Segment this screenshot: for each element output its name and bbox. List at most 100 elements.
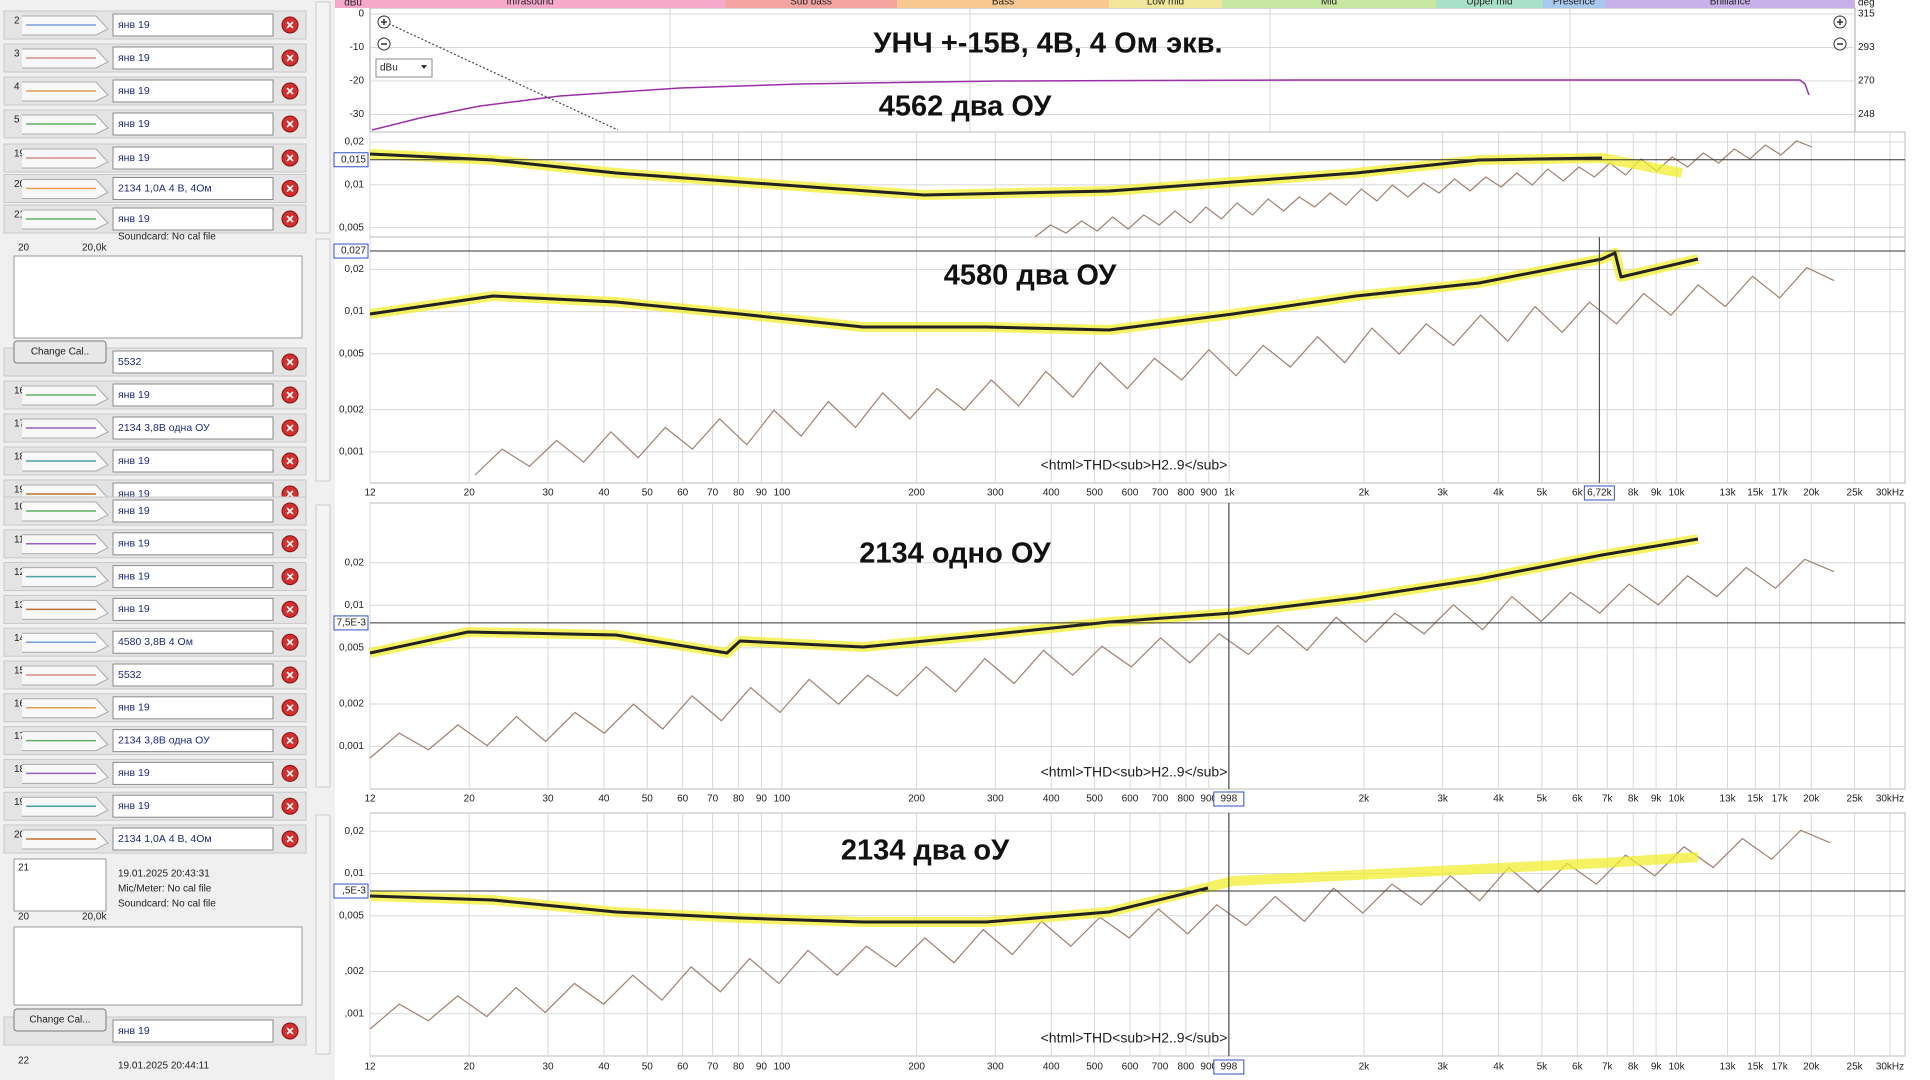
remove-icon[interactable] xyxy=(286,120,294,128)
band-label: Sub bass xyxy=(790,0,832,8)
remove-icon[interactable] xyxy=(286,671,294,679)
measurement-name[interactable]: янв 19 xyxy=(118,389,150,401)
x-tick-label: 10k xyxy=(1669,794,1686,805)
measurement-name[interactable]: 5532 xyxy=(118,356,142,368)
remove-icon[interactable] xyxy=(286,490,294,498)
zoom-icon[interactable] xyxy=(381,19,387,25)
measurement-name[interactable]: янв 19 xyxy=(118,213,150,225)
change-cal-label[interactable]: Change Cal.. xyxy=(31,347,89,358)
measurement-name[interactable]: янв 19 xyxy=(118,455,150,467)
remove-icon[interactable] xyxy=(286,835,294,843)
measurement-name[interactable]: 4580 3,8В 4 Ом xyxy=(118,636,193,648)
remove-icon[interactable] xyxy=(286,21,294,29)
remove-icon[interactable] xyxy=(286,358,294,366)
measurement-name[interactable]: янв 19 xyxy=(118,800,150,812)
remove-icon[interactable] xyxy=(286,87,294,95)
measurement-name[interactable]: янв 19 xyxy=(118,702,150,714)
x-tick-label: 5k xyxy=(1537,794,1549,805)
remove-icon[interactable] xyxy=(286,638,294,646)
name-field[interactable] xyxy=(112,449,274,473)
scrollbar[interactable] xyxy=(315,238,331,482)
remove-icon[interactable] xyxy=(286,424,294,432)
name-field[interactable] xyxy=(112,416,274,440)
measurement-name[interactable]: янв 19 xyxy=(118,1025,150,1037)
remove-icon[interactable] xyxy=(286,154,294,162)
unit-selector[interactable] xyxy=(375,58,433,78)
name-field[interactable] xyxy=(112,729,274,753)
measurement-name[interactable]: янв 19 xyxy=(118,767,150,779)
name-field[interactable] xyxy=(112,630,274,654)
measurement-name[interactable]: янв 19 xyxy=(118,570,150,582)
measurement-name[interactable]: янв 19 xyxy=(118,85,150,97)
remove-icon[interactable] xyxy=(286,802,294,810)
name-field[interactable] xyxy=(112,696,274,720)
name-field[interactable] xyxy=(112,383,274,407)
measurement-name[interactable]: 2134 1,0А 4 В, 4Ом xyxy=(118,182,212,194)
name-field[interactable] xyxy=(112,565,274,589)
remove-icon[interactable] xyxy=(286,215,294,223)
remove-icon[interactable] xyxy=(286,184,294,193)
remove-icon[interactable] xyxy=(286,54,294,62)
remove-icon[interactable] xyxy=(286,573,294,581)
x-tick-label: 90 xyxy=(756,794,768,805)
measurement-name[interactable]: янв 19 xyxy=(118,52,150,64)
change-cal-button[interactable] xyxy=(13,340,107,364)
measurement-name[interactable]: янв 19 xyxy=(118,603,150,615)
name-field[interactable] xyxy=(112,663,274,687)
x-cursor-box xyxy=(1583,485,1615,501)
change-cal-label[interactable]: Change Cal... xyxy=(29,1015,90,1026)
dropdown-arrow[interactable] xyxy=(421,65,427,69)
remove-icon[interactable] xyxy=(286,769,294,777)
measurement-name[interactable]: янв 19 xyxy=(118,118,150,130)
name-field[interactable] xyxy=(112,207,274,231)
x-tick-label: 13k xyxy=(1719,794,1736,805)
unit-selector-text[interactable]: dBu xyxy=(380,63,398,74)
name-field[interactable] xyxy=(112,532,274,556)
remove-icon[interactable] xyxy=(286,391,294,399)
measurement-name[interactable]: янв 19 xyxy=(118,152,150,164)
cursor-readout-box xyxy=(333,152,369,168)
measurement-number: 2 xyxy=(14,16,20,27)
name-field[interactable] xyxy=(112,499,274,523)
remove-icon[interactable] xyxy=(286,540,294,548)
zoom-icon[interactable] xyxy=(1837,19,1843,25)
remove-icon[interactable] xyxy=(286,457,294,465)
remove-icon[interactable] xyxy=(286,704,294,712)
name-field[interactable] xyxy=(112,827,274,851)
scrollbar[interactable] xyxy=(315,814,331,1055)
x-tick-label: 70 xyxy=(707,794,719,805)
name-field[interactable] xyxy=(112,761,274,785)
x-tick-label: 20k xyxy=(1803,794,1820,805)
scrollbar[interactable] xyxy=(315,504,331,788)
name-field[interactable] xyxy=(112,146,274,170)
remove-icon[interactable] xyxy=(286,1027,294,1035)
measurement-name[interactable]: янв 19 xyxy=(118,505,150,517)
measurement-name[interactable]: 5532 xyxy=(118,669,142,681)
remove-icon[interactable] xyxy=(286,737,294,745)
remove-icon[interactable] xyxy=(286,507,294,515)
change-cal-button[interactable] xyxy=(13,1008,107,1032)
name-field[interactable] xyxy=(112,1019,274,1043)
x-tick-label: 4k xyxy=(1493,794,1505,805)
measurement-name[interactable]: 2134 3,8В одна ОУ xyxy=(118,422,210,434)
band-header xyxy=(725,0,897,8)
name-field[interactable] xyxy=(112,13,274,37)
measurement-name[interactable]: 2134 3,8В одна ОУ xyxy=(118,734,210,746)
y-tick-label: 0,01 xyxy=(345,868,365,879)
measurement-name[interactable]: янв 19 xyxy=(118,538,150,550)
name-field[interactable] xyxy=(112,79,274,103)
x-cursor-box xyxy=(1213,791,1245,807)
remove-icon[interactable] xyxy=(286,605,294,613)
name-field[interactable] xyxy=(112,794,274,818)
name-field[interactable] xyxy=(112,350,274,374)
name-field[interactable] xyxy=(112,46,274,70)
scrollbar[interactable] xyxy=(315,1,331,234)
measurement-number: 20 xyxy=(14,179,26,190)
name-field[interactable] xyxy=(112,112,274,136)
measurement-name[interactable]: янв 19 xyxy=(118,19,150,31)
x-tick-label: 500 xyxy=(1086,794,1103,805)
name-field[interactable] xyxy=(112,597,274,621)
x-tick-label: 25k xyxy=(1847,1062,1864,1073)
name-field[interactable] xyxy=(112,177,274,200)
measurement-name[interactable]: 2134 1,0А 4 В, 4Ом xyxy=(118,833,212,845)
